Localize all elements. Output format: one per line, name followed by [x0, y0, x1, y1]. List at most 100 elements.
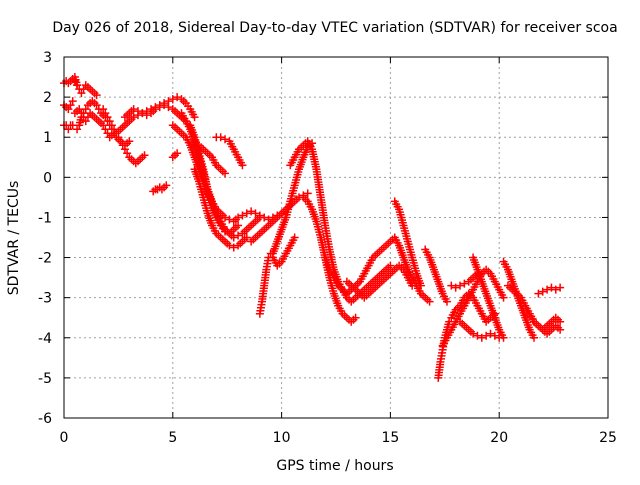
data-point: [140, 151, 149, 160]
data-point: [99, 105, 108, 114]
data-point: [73, 81, 82, 90]
x-tick-label: 25: [599, 430, 617, 446]
data-point: [247, 207, 256, 216]
series-arc-ae: [456, 317, 504, 342]
data-point: [190, 113, 199, 122]
data-point: [460, 279, 469, 288]
data-point: [225, 241, 234, 250]
data-point: [482, 331, 491, 340]
data-point: [303, 189, 312, 198]
data-point: [229, 243, 238, 252]
data-point: [451, 283, 460, 292]
data-point: [123, 149, 132, 158]
data-point: [538, 287, 547, 296]
data-point: [242, 233, 251, 242]
data-point: [238, 161, 247, 170]
data-point: [477, 333, 486, 342]
data-point: [105, 117, 114, 126]
data-point: [447, 281, 456, 290]
data-point: [221, 135, 230, 144]
data-point: [160, 101, 169, 110]
data-point: [92, 101, 101, 110]
data-point: [229, 233, 238, 242]
data-point: [551, 285, 560, 294]
series-arc-p: [212, 133, 247, 170]
data-point: [234, 231, 243, 240]
data-point: [142, 111, 151, 120]
data-point: [164, 103, 173, 112]
y-tick-label: -2: [38, 251, 52, 267]
series-arc-k: [168, 149, 182, 162]
series-arc-o: [190, 165, 251, 252]
series-arc-d: [68, 73, 101, 100]
data-point: [255, 213, 264, 222]
data-point: [442, 297, 451, 306]
data-point: [221, 213, 230, 222]
data-point: [101, 125, 110, 134]
data-point: [103, 113, 112, 122]
y-tick-label: -5: [38, 371, 52, 387]
data-point: [534, 289, 543, 298]
series-arc-y: [390, 197, 425, 290]
data-point: [408, 281, 417, 290]
ticks-layer: [63, 56, 609, 419]
y-tick-label: -6: [38, 411, 52, 427]
data-point: [81, 117, 90, 126]
series-arc-z: [421, 245, 451, 306]
data-point: [556, 283, 565, 292]
chart-title: Day 026 of 2018, Sidereal Day-to-day VTE…: [52, 20, 617, 36]
data-point: [290, 233, 299, 242]
data-point: [155, 103, 164, 112]
data-point: [120, 145, 129, 154]
data-point: [221, 169, 230, 178]
data-point: [251, 209, 260, 218]
y-tick-label: 1: [43, 130, 52, 146]
series-arc-j: [149, 181, 171, 196]
x-tick-label: 10: [273, 430, 291, 446]
data-point: [234, 213, 243, 222]
data-point: [125, 137, 134, 146]
y-tick-label: -1: [38, 210, 52, 226]
data-point: [556, 317, 565, 326]
data-point: [133, 107, 142, 116]
data-point: [547, 283, 556, 292]
data-point: [486, 329, 495, 338]
data-point: [386, 261, 395, 270]
data-point: [64, 125, 73, 134]
series-arc-ad: [469, 253, 508, 342]
data-point: [543, 285, 552, 294]
x-tick-label: 0: [60, 430, 69, 446]
data-point: [107, 121, 116, 130]
y-tick-label: -3: [38, 291, 52, 307]
series-arc-f: [70, 105, 123, 144]
data-point: [416, 281, 425, 290]
data-point: [77, 109, 86, 118]
data-point: [242, 209, 251, 218]
data-point: [75, 105, 84, 114]
data-point: [77, 89, 86, 98]
data-point: [68, 97, 77, 106]
data-point: [92, 91, 101, 100]
y-tick-label: 2: [43, 90, 52, 106]
data-point: [556, 325, 565, 334]
data-point: [73, 125, 82, 134]
x-axis-label: GPS time / hours: [276, 458, 393, 474]
series-arc-h: [112, 93, 199, 138]
series-arc-ah: [525, 309, 565, 338]
series-arc-a: [60, 121, 77, 134]
series-arc-x: [342, 261, 417, 302]
data-point: [216, 133, 225, 142]
y-tick-label: -4: [38, 331, 52, 347]
data-point: [530, 333, 539, 342]
y-tick-label: 3: [43, 50, 52, 66]
data-point: [234, 221, 243, 230]
series-arc-w: [321, 233, 434, 306]
data-point: [99, 121, 108, 130]
x-tick-label: 15: [381, 430, 399, 446]
data-point: [499, 293, 508, 302]
data-point: [495, 333, 504, 342]
data-point: [138, 109, 147, 118]
y-tick-label: 0: [43, 170, 52, 186]
data-point: [101, 109, 110, 118]
